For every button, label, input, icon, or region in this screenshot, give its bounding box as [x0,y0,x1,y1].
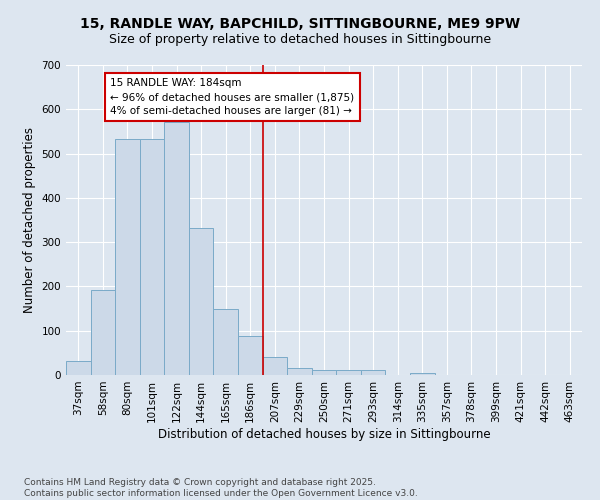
X-axis label: Distribution of detached houses by size in Sittingbourne: Distribution of detached houses by size … [158,428,490,440]
Text: Size of property relative to detached houses in Sittingbourne: Size of property relative to detached ho… [109,32,491,46]
Bar [410,373,434,375]
Bar [214,310,238,375]
Bar [164,122,189,375]
Bar [115,139,140,375]
Bar [140,139,164,375]
Bar [238,336,263,375]
Bar [91,290,115,375]
Text: 15, RANDLE WAY, BAPCHILD, SITTINGBOURNE, ME9 9PW: 15, RANDLE WAY, BAPCHILD, SITTINGBOURNE,… [80,18,520,32]
Bar [361,370,385,375]
Y-axis label: Number of detached properties: Number of detached properties [23,127,36,313]
Bar [66,361,91,375]
Bar [312,370,336,375]
Bar [189,228,214,375]
Text: Contains HM Land Registry data © Crown copyright and database right 2025.
Contai: Contains HM Land Registry data © Crown c… [24,478,418,498]
Text: 15 RANDLE WAY: 184sqm
← 96% of detached houses are smaller (1,875)
4% of semi-de: 15 RANDLE WAY: 184sqm ← 96% of detached … [110,78,355,116]
Bar [287,368,312,375]
Bar [263,358,287,375]
Bar [336,370,361,375]
